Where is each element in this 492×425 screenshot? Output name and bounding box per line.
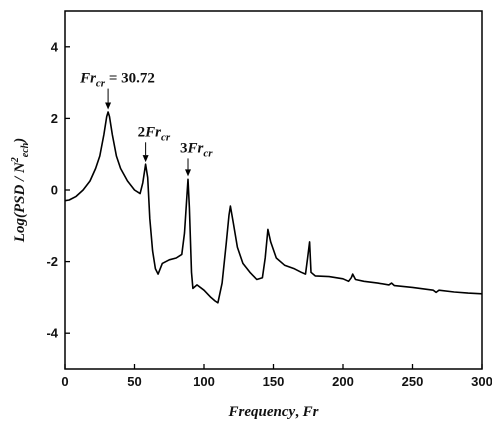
y-tick-label: 2 [51,111,58,126]
x-tick-label: 300 [471,374,492,389]
annotation-label: 3Frcr [180,140,213,159]
x-tick-label: 0 [61,374,68,389]
y-axis-title-post: ) [12,138,28,145]
x-tick-label: 100 [193,374,215,389]
annotation-fr-cr: Frcr = 30.72 [79,71,155,110]
annotation-label: 2Frcr [138,124,171,143]
x-tick-label: 50 [127,374,141,389]
x-axis-title-var: Fr [302,404,319,420]
x-axis-title-sep: , [295,404,303,420]
y-axis-title: Log(PSD / N2ech) [10,138,31,243]
ticks-group: 0 50 100 150 200 250 300 -4 -2 0 2 4 [46,39,492,389]
x-axis-title: Frequency, Fr [227,404,318,420]
y-axis-title-sub: ech [20,142,31,157]
y-tick-label: -4 [46,326,58,341]
annotation-arrow-head [142,155,149,163]
annotation-2fr-cr: 2Frcr [138,124,171,163]
y-axis-title-sup: 2 [10,157,21,163]
annotation-3fr-cr: 3Frcr [180,140,213,177]
y-axis-title-pre: Log(PSD / N [12,161,28,243]
x-axis-title-main: Frequency [227,404,295,420]
x-tick-label: 250 [402,374,424,389]
annotations-group: Frcr = 30.72 2Frcr 3Frcr [79,71,213,177]
y-tick-label: 0 [51,183,58,198]
plot-frame [64,10,483,370]
x-tick-label: 200 [332,374,354,389]
x-tick-label: 150 [263,374,285,389]
y-tick-label: -2 [46,254,58,269]
annotation-arrow-head [105,102,112,110]
psd-series-line [64,111,483,304]
annotation-label: Frcr = 30.72 [79,71,155,90]
y-tick-label: 4 [51,39,59,54]
annotation-arrow-head [185,169,192,177]
